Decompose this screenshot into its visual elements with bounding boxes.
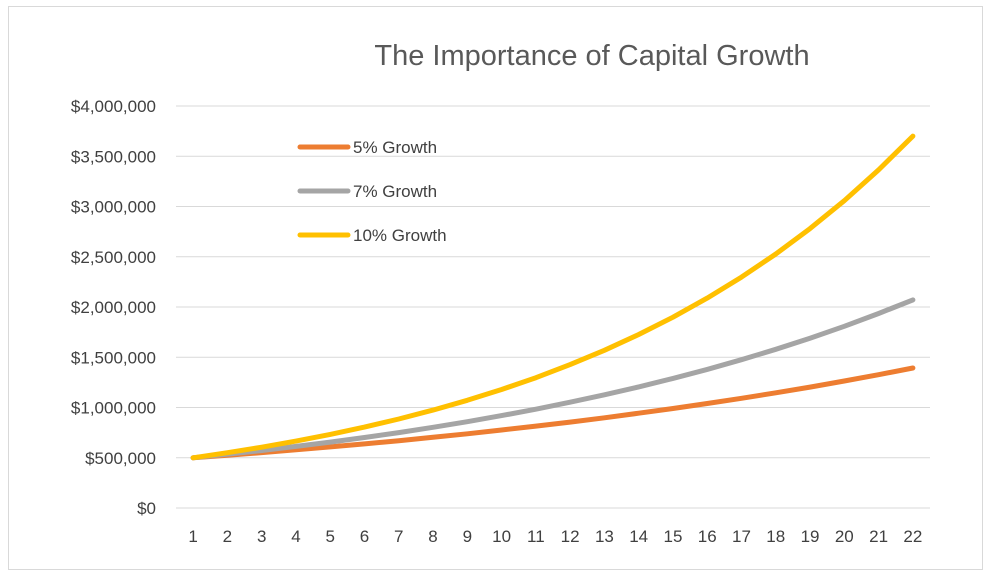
y-tick-label: $4,000,000: [71, 97, 156, 116]
x-tick-label: 7: [394, 527, 403, 546]
y-tick-label: $2,000,000: [71, 298, 156, 317]
series-line: [190, 297, 916, 461]
x-tick-label: 1: [188, 527, 197, 546]
x-tick-label: 21: [869, 527, 888, 546]
x-tick-label: 11: [527, 527, 545, 546]
legend: 5% Growth 7% Growth 10% Growth: [297, 138, 447, 245]
x-tick-label: 15: [663, 527, 682, 546]
x-tick-label: 19: [801, 527, 820, 546]
x-tick-label: 6: [360, 527, 369, 546]
x-tick-label: 14: [629, 527, 648, 546]
x-tick-label: 3: [257, 527, 266, 546]
x-tick-label: 2: [223, 527, 232, 546]
x-axis-tick-labels: 1 2 3 4 5 6 7 8 9 10 11 12 13 14 15 16 17 18 19 20 21 22: [188, 527, 922, 546]
legend-label: 10% Growth: [353, 226, 447, 245]
y-tick-label: $0: [137, 499, 156, 518]
y-tick-label: $1,500,000: [71, 348, 156, 367]
series-line: [190, 133, 916, 461]
x-tick-label: 12: [561, 527, 580, 546]
y-tick-label: $3,500,000: [71, 147, 156, 166]
x-tick-label: 22: [903, 527, 922, 546]
y-tick-label: $1,000,000: [71, 399, 156, 418]
x-tick-label: 9: [463, 527, 472, 546]
series-lines: [190, 133, 916, 461]
gridlines: [176, 105, 930, 509]
y-tick-label: $3,000,000: [71, 198, 156, 217]
series-line: [190, 365, 916, 461]
chart-title: The Importance of Capital Growth: [374, 40, 809, 72]
x-tick-label: 4: [291, 527, 300, 546]
x-tick-label: 20: [835, 527, 854, 546]
x-tick-label: 8: [428, 527, 437, 546]
chart-frame: [8, 6, 983, 570]
y-axis-tick-labels: $0 $500,000 $1,000,000 $1,500,000 $2,000,000…: [71, 97, 156, 518]
x-tick-label: 13: [595, 527, 614, 546]
y-tick-label: $2,500,000: [71, 248, 156, 267]
legend-label: 5% Growth: [353, 138, 437, 157]
x-tick-label: 16: [698, 527, 717, 546]
x-tick-label: 18: [766, 527, 785, 546]
x-tick-label: 5: [325, 527, 334, 546]
legend-label: 7% Growth: [353, 182, 437, 201]
y-tick-label: $500,000: [85, 449, 156, 468]
x-tick-label: 17: [732, 527, 751, 546]
x-tick-label: 10: [492, 527, 511, 546]
